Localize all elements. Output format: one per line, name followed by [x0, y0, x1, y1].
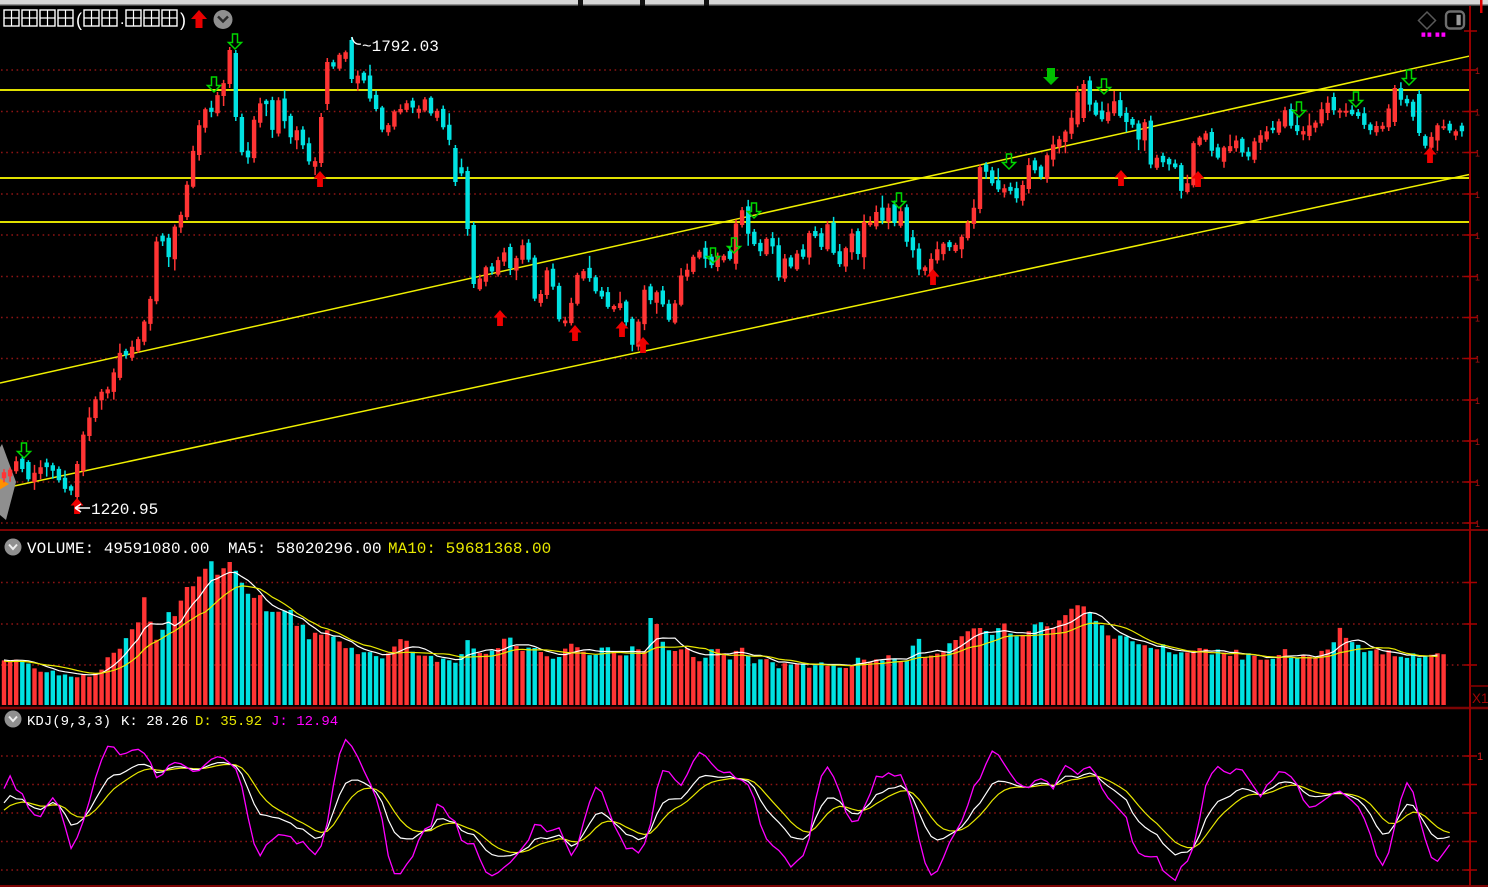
svg-text:1: 1 [1475, 273, 1480, 283]
svg-text:1: 1 [1475, 190, 1480, 200]
svg-text:(: ( [76, 10, 82, 30]
svg-text:1: 1 [1475, 478, 1480, 488]
svg-text:1: 1 [1475, 437, 1480, 447]
svg-text:1: 1 [1475, 108, 1480, 118]
svg-text:1220.95: 1220.95 [91, 501, 158, 519]
svg-text:1: 1 [1475, 396, 1480, 406]
svg-text:1: 1 [1475, 231, 1480, 241]
svg-text:~1792.03: ~1792.03 [362, 38, 439, 56]
svg-text:MA5: 58020296.00: MA5: 58020296.00 [228, 540, 382, 558]
svg-text:VOLUME: 49591080.00: VOLUME: 49591080.00 [27, 540, 209, 558]
svg-text:J: 12.94: J: 12.94 [271, 714, 338, 730]
svg-text:K: 28.26: K: 28.26 [121, 714, 188, 730]
svg-text:): ) [180, 10, 186, 30]
svg-text:1: 1 [1475, 355, 1480, 365]
svg-text:X1: X1 [1472, 691, 1488, 706]
svg-text:1: 1 [1475, 314, 1480, 324]
svg-text:1: 1 [1475, 149, 1480, 159]
svg-text:D: 35.92: D: 35.92 [195, 714, 262, 730]
svg-text:1: 1 [1475, 519, 1480, 529]
svg-text:.: . [120, 11, 124, 28]
svg-text:MA10: 59681368.00: MA10: 59681368.00 [388, 540, 551, 558]
svg-text:KDJ(9,3,3): KDJ(9,3,3) [27, 714, 111, 730]
svg-text:1: 1 [1477, 751, 1483, 763]
svg-text:1: 1 [1475, 66, 1480, 76]
